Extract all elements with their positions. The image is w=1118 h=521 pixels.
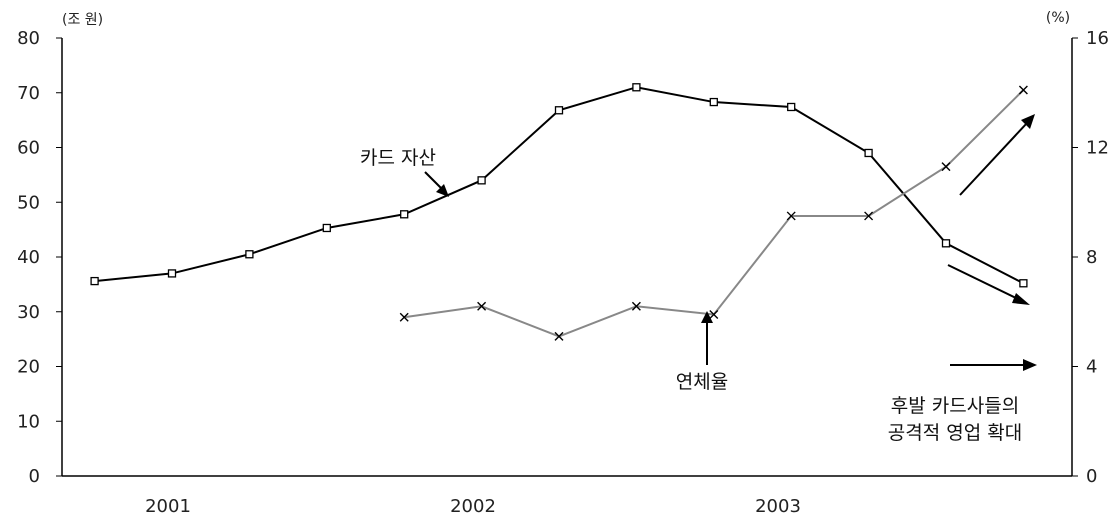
data-point-x [477,301,487,311]
series-0 [90,83,1028,288]
legend-arrowhead [1023,359,1037,371]
x-tick-labels: 2001 2002 2003 [145,496,801,517]
delinquency-arrowhead [701,311,713,323]
data-point-x [1018,85,1028,95]
data-point-square [477,176,486,185]
data-point-x [864,211,874,221]
right-tick-label: 12 [1086,138,1109,159]
note-line-2: 공격적 영업 확대 [888,422,1022,444]
x-tick-label: 2002 [450,496,496,517]
x-tick-label: 2003 [755,496,801,517]
data-point-square [632,83,641,92]
falling-arrow [947,264,1021,301]
card-assets-label: 카드 자산 [360,147,436,169]
data-point-square [709,97,718,107]
data-point-x [709,309,719,319]
right-tick-label: 4 [1086,357,1097,378]
right-axis-unit: (%) [1046,10,1070,26]
rising-arrow [959,122,1028,196]
left-tick-label: 30 [17,302,40,323]
left-tick-label: 0 [29,466,40,487]
data-point-square [1019,279,1028,288]
data-point-x [554,331,564,341]
data-point-square [167,269,177,278]
left-tick-label: 50 [17,192,40,213]
falling-arrowhead [1012,293,1030,305]
data-point-square [941,239,951,248]
left-tick-label: 10 [17,411,40,432]
right-tick-label: 16 [1086,28,1109,49]
series-line [94,86,1024,285]
series-line [404,89,1025,338]
series-layer [90,83,1028,341]
annotation-arrows [424,114,1037,371]
data-point-square [322,223,331,233]
series-1 [399,85,1028,341]
left-tick-label: 60 [17,138,40,159]
card-assets-arrowhead [436,184,449,197]
data-point-x [941,162,951,172]
left-axis-unit: (조 원) [62,12,103,28]
data-point-x [631,301,641,311]
delinquency-label: 연체율 [676,371,728,393]
left-tick-labels: 0 10 20 30 40 50 60 70 80 [17,28,62,487]
left-tick-label: 40 [17,247,40,268]
data-point-square [400,210,409,219]
right-tick-labels: 0 4 8 12 16 [1072,28,1109,487]
data-point-square [787,102,796,112]
rising-arrowhead [1021,114,1035,129]
left-tick-label: 70 [17,83,40,104]
x-tick-label: 2001 [145,496,191,517]
data-point-square [245,250,254,259]
data-point-x [786,211,796,221]
data-point-square [864,148,873,158]
right-tick-label: 8 [1086,247,1097,268]
left-tick-label: 80 [17,28,40,49]
right-tick-label: 0 [1086,466,1097,487]
data-point-x [399,312,409,322]
left-tick-label: 20 [17,357,40,378]
note-line-1: 후발 카드사들의 [891,395,1019,417]
data-point-square [554,106,564,115]
data-point-square [90,276,99,286]
